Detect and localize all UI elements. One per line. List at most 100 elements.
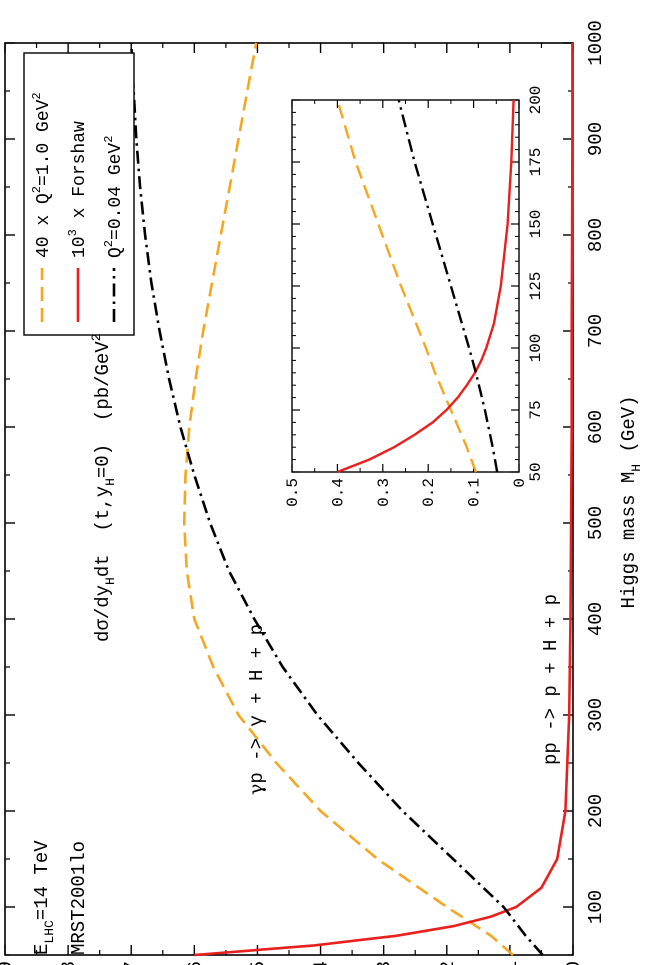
main-data-point [402,810,404,812]
inset-data-point [475,372,477,374]
inset-data-point [457,397,459,399]
main-data-point [247,90,249,92]
main-data-point [186,570,188,572]
inset-data-point [450,285,452,287]
inset-data-point [496,471,498,473]
inset-data-point [414,161,416,163]
process-pp: pp -> p + H + p [540,594,562,765]
legend-label: 40 x Q2=1.0 GeV2 [30,92,54,258]
inset-y-tick-labels: 0 0.1 0.2 0.3 0.4 0.5 [284,478,529,507]
main-series-line [182,42,514,956]
legend-label-sup2: 2 [30,92,44,99]
main-data-point [568,714,570,716]
process-photo-tail: p -> γ + H + p [246,624,268,784]
inset-series-line [336,99,478,473]
main-data-point [194,618,196,620]
legend-label-sup1: 2 [30,186,44,193]
main-data-point [317,714,319,716]
legend-label-mid: =0.04 GeV [106,143,126,240]
pdf-annotation: MRST2001lo [68,841,90,955]
process-photo-symbol: γ [245,784,267,795]
main-data-point [168,378,170,380]
main-data-point [396,935,398,937]
inset-x-tick-label: 150 [527,210,545,239]
main-y-tick-label: 0.7 [121,961,143,965]
main-data-point [571,426,573,428]
main-data-point [571,330,573,332]
main-data-point [572,138,574,140]
main-data-point [136,138,138,140]
main-y-tick-label: 0.6 [184,961,206,965]
main-y-tick-label: 0.8 [58,961,80,965]
main-data-point [570,618,572,620]
main-data-point [139,186,141,188]
main-x-tick-label: 200 [585,794,607,828]
inset-data-point [400,285,402,287]
inset-axis-ticks [291,99,520,473]
inset-x-tick-label: 175 [527,148,545,177]
main-data-point [195,378,197,380]
main-series-line [194,43,574,957]
inset-series-1 [336,99,515,474]
main-data-point [209,522,211,524]
main-data-point [229,186,231,188]
y-axis-label-sup: 2 [89,333,104,341]
legend-label-pre: 10 [70,236,90,258]
inset-x-tick-label: 50 [527,462,545,481]
main-data-point [211,282,213,284]
inset-data-point [368,459,370,461]
main-x-tick-label: 700 [585,314,607,348]
inset-x-tick-label: 75 [527,400,545,419]
main-x-tick-label: 100 [585,890,607,924]
inset-data-point [337,99,339,101]
main-y-tick-labels: 0.0 0.1 0.2 0.3 0.4 0.5 0.6 0.7 0.8 0.9 [0,961,585,965]
main-data-point [512,954,514,956]
inset-data-point [500,285,502,287]
energy-sub: LHC [42,920,57,944]
y-axis-label-lead: dσ/dy [92,585,114,642]
main-y-tick-label: 0.3 [374,961,396,965]
legend-entry-1: 103 x Forshaw [66,121,90,322]
main-x-tick-label: 800 [585,218,607,252]
main-data-point [194,474,196,476]
main-data-point [490,916,492,918]
main-series-line [129,42,544,956]
inset-y-tick-label: 0.2 [420,478,438,507]
inset-x-tick-label: 100 [527,334,545,363]
main-data-point [255,42,257,44]
main-data-point [185,474,187,476]
y-axis-label-mid: dt (t,y [92,486,114,577]
main-data-point [358,762,360,764]
main-x-tick-label: 400 [585,602,607,636]
inset-data-point [466,446,468,448]
inset-data-point [492,446,494,448]
main-series-0 [182,42,514,956]
main-x-tick-label: 600 [585,410,607,444]
legend-label-pre: 40 x Q [34,193,54,258]
inset-data-point [475,471,477,473]
main-x-tick-label: 300 [585,698,607,732]
main-data-point [282,666,284,668]
legend-label-pre: Q [106,247,126,258]
main-data-point [202,330,204,332]
y-axis-label-sub1: H [103,577,118,585]
main-data-point [194,954,196,956]
main-y-tick-label: 0.9 [0,961,17,965]
main-axis-ticks [4,42,574,956]
main-data-point [254,618,256,620]
main-y-tick-label: 0.0 [563,961,585,965]
main-data-point [183,522,185,524]
main-data-point [572,42,574,44]
main-data-point [220,234,222,236]
inset-series-line [397,99,499,473]
main-data-point [503,906,505,908]
legend-entry-2: Q2=0.04 GeV2 [102,136,126,322]
main-data-point [159,330,161,332]
main-series-1 [194,42,574,957]
inset-data-point [466,384,468,386]
inset-data-point [425,347,427,349]
legend-label: Q2=0.04 GeV2 [102,136,126,258]
y-axis-label-sub2: H [103,478,118,486]
main-data-point [213,666,215,668]
